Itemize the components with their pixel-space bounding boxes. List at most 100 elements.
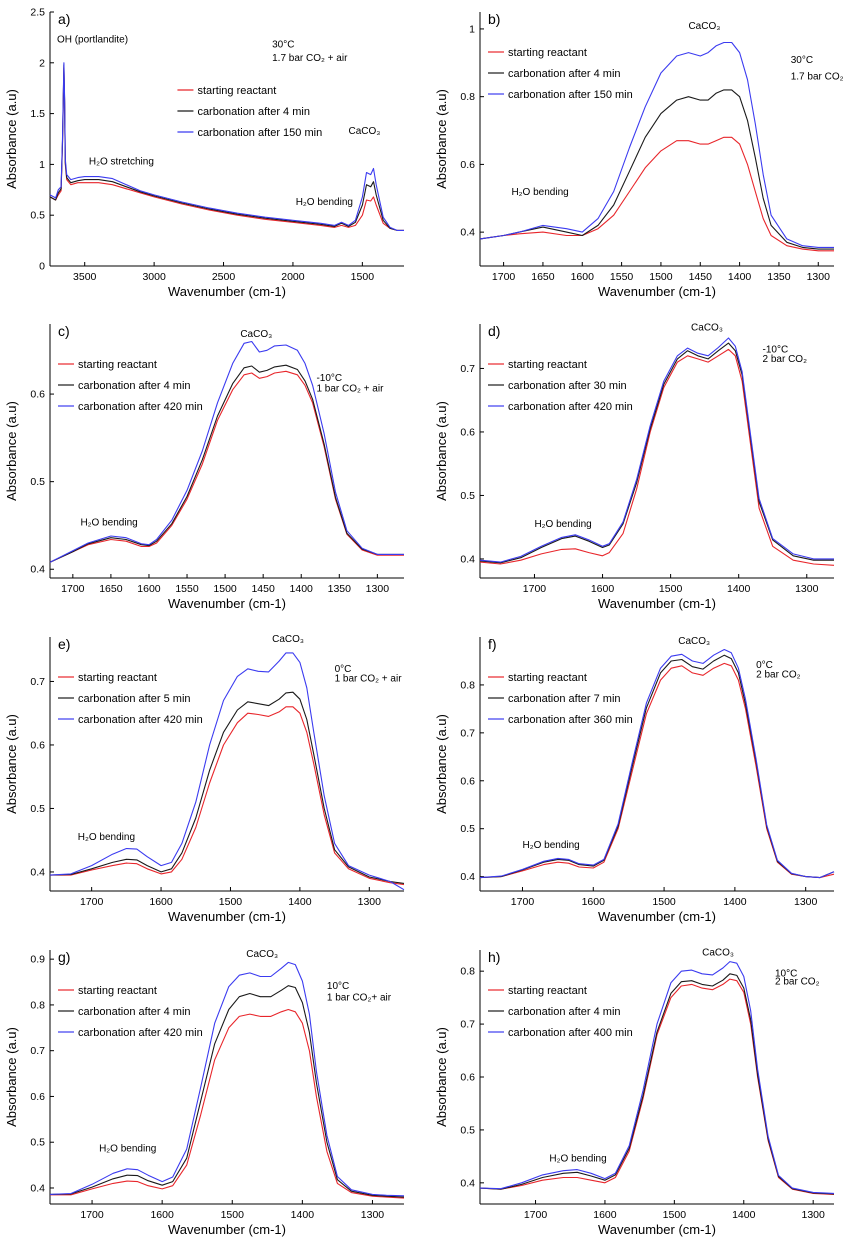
panel-letter: d)	[488, 323, 500, 339]
y-tick-label: 1.5	[30, 108, 45, 120]
y-tick-label: 0.6	[30, 739, 45, 751]
x-tick-label: 2000	[281, 271, 305, 283]
y-tick-label: 0.6	[460, 426, 475, 438]
y-tick-label: 2	[39, 57, 45, 69]
x-tick-label: 1700	[61, 583, 85, 595]
series-line-carbonation-after-4-min	[49, 364, 404, 563]
annotation-caco: CaCO₃	[240, 329, 272, 340]
x-axis-label: Wavenumber (cm-1)	[598, 284, 716, 299]
x-tick-label: 1500	[351, 271, 375, 283]
y-tick-label: 0.5	[460, 823, 475, 835]
x-tick-label: 1500	[659, 583, 683, 595]
x-tick-label: 1400	[290, 583, 314, 595]
annotation-caco: CaCO₃	[348, 126, 380, 137]
y-tick-label: 0.7	[30, 1045, 45, 1057]
legend-label: starting reactant	[78, 359, 157, 371]
y-tick-label: 0.7	[460, 363, 475, 375]
chart-panel-a: 3500 3000 2500 2000 1500 0 0.5 1 1.5 2 2.5 Wavenumb…	[0, 0, 414, 308]
annotation-2-bar-co: 2 bar CO₂	[756, 670, 801, 681]
chart-svg-f: 1700 1600 1500 1400 1300 0.4 0.5 0.6 0.7 0.8 Waven…	[434, 636, 835, 924]
x-tick-label: 1400	[288, 896, 312, 908]
x-tick-label: 1400	[728, 271, 752, 283]
legend-label: starting reactant	[508, 672, 587, 684]
legend-label: carbonation after 420 min	[78, 401, 203, 413]
x-tick-label: 1600	[137, 583, 161, 595]
panel-letter: a)	[58, 11, 70, 27]
y-axis-label: Absorbance (a.u)	[4, 401, 19, 501]
y-tick-label: 1	[39, 159, 45, 171]
legend-label: carbonation after 4 min	[78, 1006, 191, 1018]
annotation-h-o-bending: H₂O bending	[78, 832, 135, 843]
y-axis-label: Absorbance (a.u)	[4, 714, 19, 814]
legend: starting reactant carbonation after 4 min…	[488, 47, 633, 101]
y-axis-label: Absorbance (a.u)	[434, 714, 449, 814]
y-tick-label: 0.7	[30, 676, 45, 688]
series-line-carbonation-after-150-min	[49, 62, 404, 231]
x-axis-label: Wavenumber (cm-1)	[168, 596, 286, 611]
annotation-1-7-bar-co-air: 1.7 bar CO₂ + air	[791, 72, 844, 83]
y-axis-label: Absorbance (a.u)	[434, 401, 449, 501]
series-line-starting-reactant	[479, 662, 835, 879]
y-tick-label: 0.9	[30, 954, 45, 966]
series-line-carbonation-after-420-min	[49, 652, 405, 891]
chart-panel-c: 1700 1650 1600 1550 1500 1450 1400 1350 1300 0.4 0…	[0, 312, 414, 620]
y-tick-label: 0.4	[460, 871, 475, 883]
legend-label: carbonation after 420 min	[78, 1027, 203, 1039]
x-tick-label: 1300	[366, 583, 390, 595]
series-line-starting-reactant	[479, 136, 834, 252]
x-tick-label: 1650	[99, 583, 123, 595]
legend-label: starting reactant	[197, 85, 276, 97]
y-tick-label: 0.6	[460, 159, 475, 171]
legend-label: starting reactant	[78, 985, 157, 997]
legend-label: carbonation after 150 min	[197, 127, 322, 139]
y-tick-label: 2.5	[30, 7, 45, 19]
legend-label: starting reactant	[78, 672, 157, 684]
x-tick-label: 1350	[328, 583, 352, 595]
annotation-10-c: -10°C	[316, 373, 342, 384]
annotation-h-o-bending: H₂O bending	[80, 517, 137, 528]
annotation-h-o-bending: H₂O bending	[296, 197, 353, 208]
x-tick-label: 1600	[591, 583, 615, 595]
y-tick-label: 0.4	[460, 553, 475, 565]
annotation-10-c: -10°C	[763, 345, 789, 356]
x-tick-label: 3500	[73, 271, 97, 283]
y-tick-label: 0.6	[30, 1091, 45, 1103]
x-axis-label: Wavenumber (cm-1)	[168, 909, 286, 924]
x-axis-label: Wavenumber (cm-1)	[598, 1222, 716, 1237]
series-line-carbonation-after-360-min	[479, 648, 835, 879]
chart-svg-h: 1700 1600 1500 1400 1300 0.4 0.5 0.6 0.7 0.8 Waven…	[434, 947, 835, 1237]
annotation-1-bar-co-air: 1 bar CO₂+ air	[327, 992, 392, 1003]
legend-label: carbonation after 360 min	[508, 714, 633, 726]
chart-panel-g: 1700 1600 1500 1400 1300 0.4 0.5 0.6 0.7 0.8 0.9 Wa…	[0, 938, 414, 1246]
chart-svg-a: 3500 3000 2500 2000 1500 0 0.5 1 1.5 2 2.5 Wavenumb…	[4, 7, 404, 299]
x-tick-label: 1700	[524, 1209, 548, 1221]
series-line-starting-reactant	[479, 348, 835, 566]
x-tick-label: 1700	[511, 896, 535, 908]
legend: starting reactant carbonation after 7 min…	[488, 672, 633, 726]
annotation-caco: CaCO₃	[678, 636, 710, 647]
panel-letter: g)	[58, 949, 70, 965]
y-tick-label: 0.5	[460, 490, 475, 502]
legend-label: carbonation after 420 min	[78, 714, 203, 726]
x-axis-label: Wavenumber (cm-1)	[598, 596, 716, 611]
panel-letter: h)	[488, 949, 500, 965]
panel-letter: b)	[488, 11, 500, 27]
annotation-0-c: 0°C	[335, 664, 352, 675]
y-axis-label: Absorbance (a.u)	[4, 1027, 19, 1127]
series-line-carbonation-after-400-min	[479, 961, 835, 1194]
y-axis-label: Absorbance (a.u)	[4, 89, 19, 189]
y-tick-label: 1	[469, 23, 475, 35]
x-tick-label: 1350	[767, 271, 791, 283]
annotation-caco: CaCO₃	[272, 634, 304, 645]
series-line-carbonation-after-5-min	[49, 691, 405, 884]
x-axis-label: Wavenumber (cm-1)	[168, 284, 286, 299]
legend-label: carbonation after 7 min	[508, 693, 621, 705]
annotation-caco: CaCO₃	[702, 947, 734, 958]
x-tick-label: 1300	[807, 271, 831, 283]
x-tick-label: 1300	[361, 1209, 385, 1221]
y-tick-label: 0.4	[460, 227, 475, 239]
y-tick-label: 0.4	[30, 1182, 45, 1194]
chart-panel-b: 1700 1650 1600 1550 1500 1450 1400 1350 1300 0.4 0…	[430, 0, 844, 308]
series-line-carbonation-after-420-min	[49, 961, 405, 1197]
x-tick-label: 1400	[727, 583, 751, 595]
